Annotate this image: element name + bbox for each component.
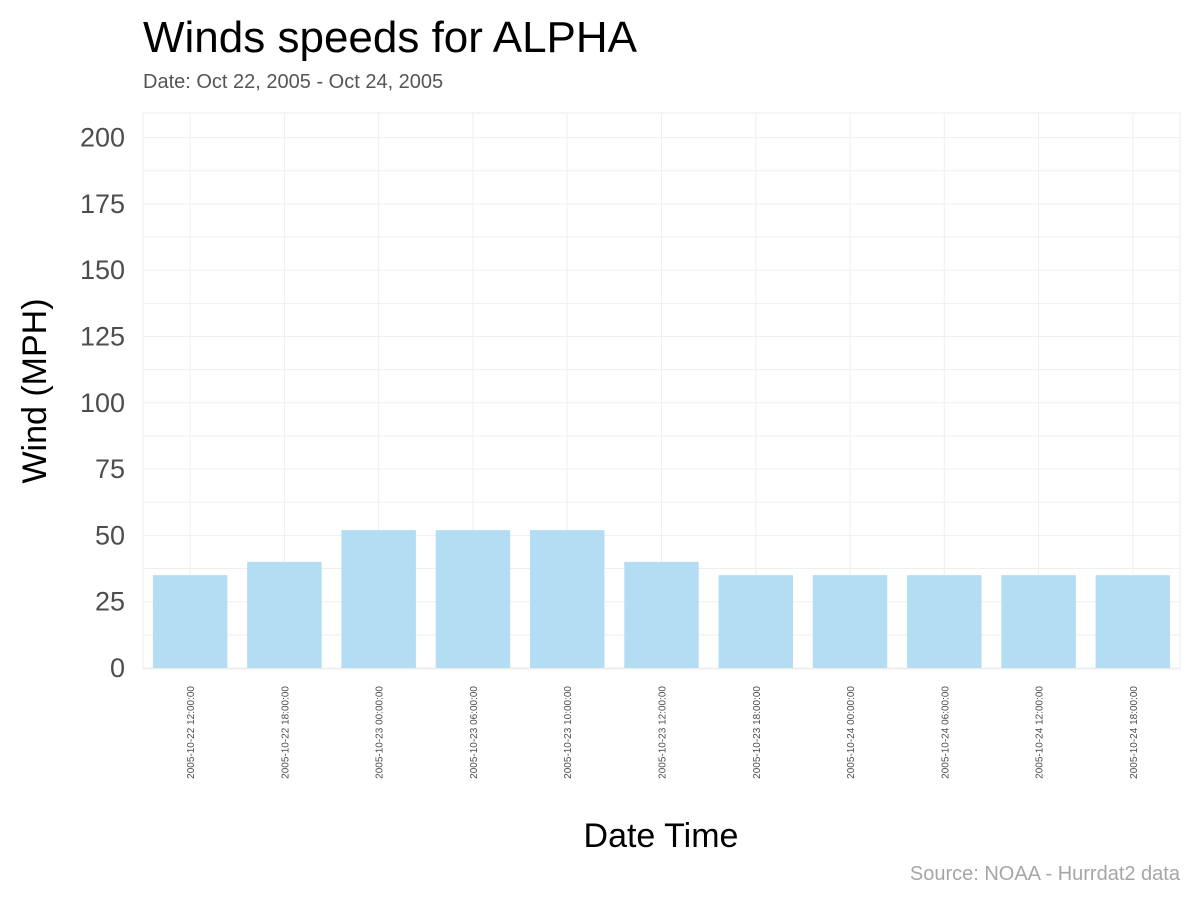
x-tick-label: 2005-10-23 00:00:00 (375, 686, 386, 779)
x-tick-label: 2005-10-23 10:00:00 (563, 686, 574, 779)
x-tick-label: 2005-10-24 06:00:00 (940, 686, 951, 779)
x-tick-label: 2005-10-22 18:00:00 (280, 686, 291, 779)
bar (435, 530, 511, 668)
y-tick-label: 50 (95, 520, 125, 550)
x-tick-label: 2005-10-24 00:00:00 (846, 686, 857, 779)
y-axis-label: Wind (MPH) (16, 298, 54, 483)
bar (152, 575, 228, 668)
x-tick-label: 2005-10-23 18:00:00 (752, 686, 763, 779)
y-tick-label: 25 (95, 587, 125, 617)
x-axis-ticks: 2005-10-22 12:00:00 2005-10-22 18:00:00 20… (186, 686, 1140, 779)
y-tick-label: 75 (95, 454, 125, 484)
chart-title: Winds speeds for ALPHA (143, 13, 638, 62)
x-axis-label: Date Time (584, 817, 739, 855)
bar (624, 561, 699, 668)
x-tick-label: 2005-10-23 06:00:00 (469, 686, 480, 779)
chart-subtitle: Date: Oct 22, 2005 - Oct 24, 2005 (143, 71, 443, 93)
y-tick-label: 100 (80, 388, 125, 418)
bar (1001, 575, 1076, 668)
x-tick-label: 2005-10-24 18:00:00 (1129, 686, 1140, 779)
y-tick-label: 200 (80, 123, 125, 153)
x-tick-label: 2005-10-22 12:00:00 (186, 686, 197, 779)
bar (718, 575, 794, 668)
bar (341, 530, 416, 668)
bar (529, 530, 605, 668)
bar (812, 575, 888, 668)
x-tick-label: 2005-10-24 12:00:00 (1035, 686, 1046, 779)
y-axis-ticks: 0 25 50 75 100 125 150 175 200 (80, 123, 125, 683)
bar (1095, 575, 1171, 668)
y-tick-label: 150 (80, 255, 125, 285)
y-tick-label: 0 (110, 653, 125, 683)
y-tick-label: 125 (80, 322, 125, 352)
x-tick-label: 2005-10-23 12:00:00 (658, 686, 669, 779)
source-caption: Source: NOAA - Hurrdat2 data (910, 863, 1181, 885)
bars (152, 530, 1171, 668)
y-tick-label: 175 (80, 189, 125, 219)
bar (247, 561, 322, 668)
bar (907, 575, 982, 668)
